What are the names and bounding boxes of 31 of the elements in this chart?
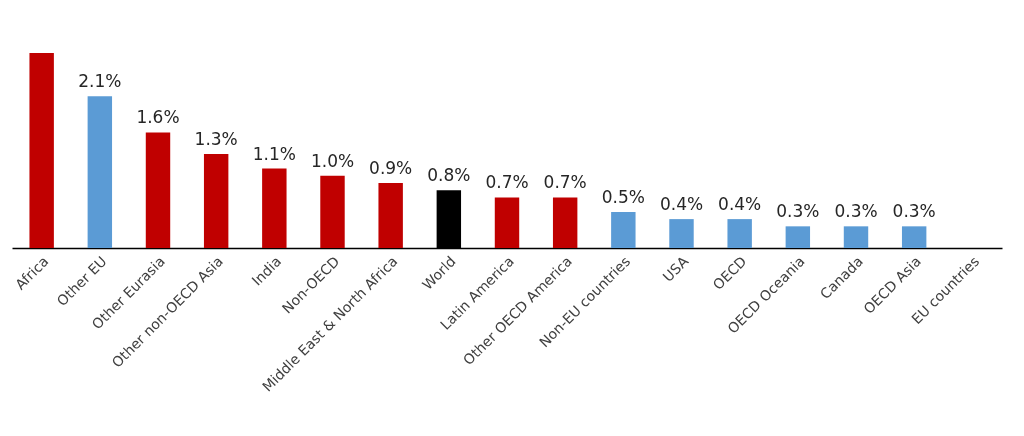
bar	[87, 96, 113, 248]
data-label: 0.7%	[485, 172, 529, 193]
bar	[785, 226, 811, 248]
data-label: 0.5%	[601, 186, 645, 207]
bar	[494, 197, 520, 248]
bar	[378, 183, 403, 248]
data-label: 0.8%	[427, 165, 471, 186]
bar	[262, 168, 287, 248]
bar	[552, 197, 578, 248]
data-label: 1.0%	[310, 150, 355, 171]
data-label: 1.3%	[194, 129, 238, 150]
bar	[29, 53, 54, 248]
bar	[611, 211, 636, 248]
bar	[669, 219, 694, 248]
bar	[145, 132, 171, 248]
data-label: 1.6%	[136, 107, 180, 128]
data-label: 0.3%	[892, 201, 936, 222]
data-label: 1.1%	[252, 143, 296, 164]
data-label: 0.3%	[776, 201, 820, 222]
x-tick-label: USA	[659, 252, 692, 285]
data-label: 0.4%	[659, 194, 704, 215]
data-label: 0.3%	[834, 201, 878, 222]
data-label: 0.9%	[369, 158, 413, 178]
data-label: 2.1%	[78, 71, 122, 92]
data-label: 0.7%	[543, 172, 587, 193]
data-label: 0.4%	[718, 194, 762, 215]
bar	[320, 175, 345, 248]
bar	[843, 226, 869, 248]
bar	[203, 154, 229, 248]
bar	[727, 219, 752, 248]
bar	[901, 226, 927, 248]
